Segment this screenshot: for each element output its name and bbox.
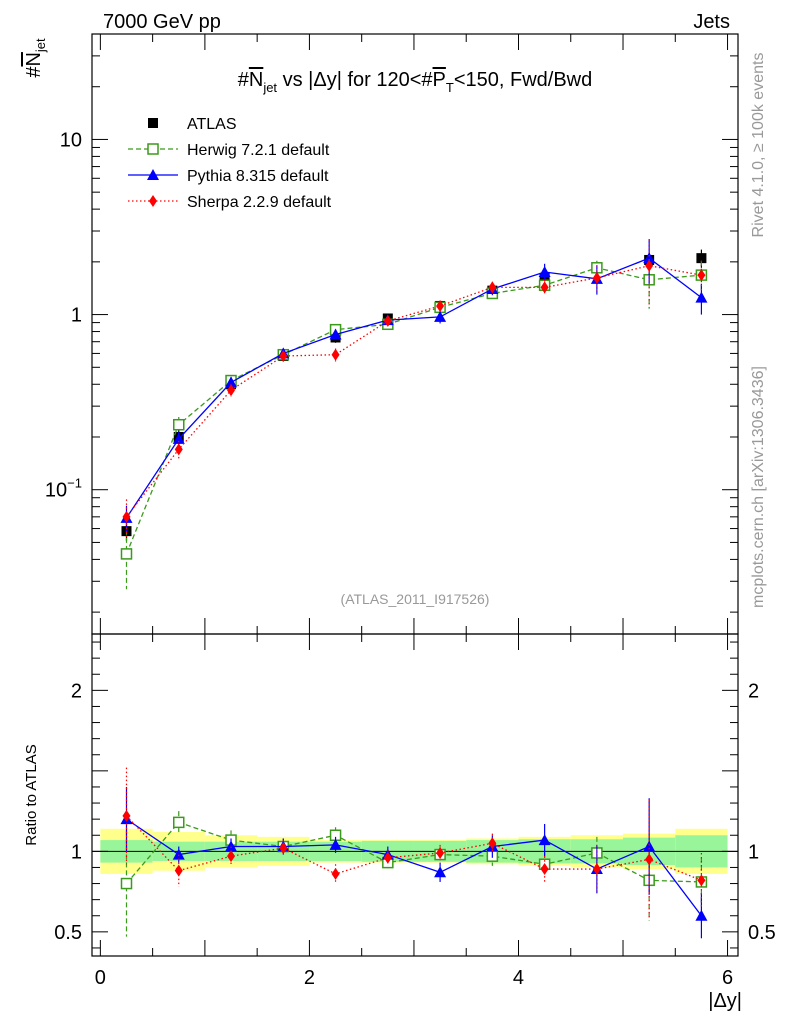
point-sherpa-7 [488,837,497,850]
legend-marker-atlas [148,118,158,128]
x-tick-label-2: 4 [513,967,524,989]
x-tick-label-1: 2 [304,967,315,989]
line-herwig [125,267,702,555]
main-ylabel: #Njet [23,38,48,78]
header-process: Jets [693,11,730,33]
point-sherpa-10 [645,259,654,272]
point-pythia-10 [643,840,656,852]
point-sherpa-2 [227,384,236,397]
x-axis-label: |Δy| [708,990,742,1012]
point-sherpa-3 [279,842,288,855]
legend-item-atlas: ATLAS [148,116,237,133]
point-sherpa-6 [436,299,445,312]
series-sherpa [122,239,706,540]
legend-marker-sherpa [149,195,157,207]
point-sherpa-1 [174,443,183,456]
point-pythia-1 [172,432,185,444]
point-sherpa-9 [592,271,601,284]
legend-item-pythia: Pythia 8.315 default [128,168,329,185]
series-atlas [121,249,707,541]
ratio-ylabel: Ratio to ATLAS [23,744,40,845]
y-tick-label-1: 1 [71,305,82,327]
y-tick-label-2: 0.5 [54,922,82,944]
point-sherpa-1 [174,864,183,877]
line-sherpa [125,265,702,518]
point-sherpa-5 [383,314,392,327]
y-tick-label-right-2: 0.5 [748,922,776,944]
ratio-x-ticks: 0 2 4 6 [95,634,733,989]
series-sherpa [122,767,706,919]
point-herwig-1 [173,418,185,431]
mcplots-label: mcplots.cern.ch [arXiv:1306.3436] [750,366,767,608]
point-herwig-1 [173,816,185,829]
legend-label-atlas: ATLAS [187,116,237,133]
series-herwig [120,811,708,937]
y-tick-label-0: 10 [60,129,82,151]
point-pythia-8 [538,266,551,278]
point-pythia-2 [225,840,238,852]
point-atlas-11 [696,253,707,264]
point-pythia-8 [538,834,551,846]
main-title: #Njet vs |Δy| for 120<#PT<150, Fwd/Bwd [238,69,593,95]
rivet-label: Rivet 4.1.0, ≥ 100k events [750,53,767,238]
point-pythia-4 [329,328,342,340]
point-sherpa-0 [122,510,131,523]
main-panel: 10 1 10−1 [45,33,739,635]
point-pythia-4 [329,838,342,850]
point-sherpa-11 [697,874,706,887]
y-tick-label-right-0: 2 [748,680,759,702]
line-sherpa [126,815,702,881]
point-pythia-1 [172,848,185,860]
x-tick-label-0: 0 [95,967,106,989]
point-sherpa-11 [697,269,706,282]
point-sherpa-4 [331,348,340,361]
ratio-panel: 2 2 1 1 0.5 0.5 0 2 4 6 [54,633,776,989]
point-sherpa-6 [436,846,445,859]
line-pythia [125,257,702,519]
line-herwig [126,821,702,884]
legend-label-herwig: Herwig 7.2.1 default [187,142,330,159]
legend-marker-herwig [147,143,159,155]
y-tick-label-2: 10−1 [45,476,82,502]
main-y-ticks: 10 1 10−1 [45,33,738,613]
point-herwig-0 [120,877,133,890]
legend-marker-pythia [147,169,159,180]
svg-text:#Njet: #Njet [23,38,48,78]
point-herwig-0 [120,548,133,560]
y-tick-label-0: 2 [71,680,82,702]
point-sherpa-0 [122,809,131,822]
point-pythia-11 [695,291,708,303]
point-sherpa-4 [331,867,340,880]
point-sherpa-7 [488,281,497,294]
ratio-frame [91,633,739,957]
main-x-ticks [99,34,729,634]
series-pythia [120,239,708,533]
point-pythia-6 [434,310,447,322]
analysis-watermark: (ATLAS_2011_I917526) [341,591,490,607]
point-pythia-2 [225,376,238,388]
point-pythia-10 [643,252,656,264]
legend: ATLAS Herwig 7.2.1 default Pythia 8.315 … [128,116,332,211]
legend-item-sherpa: Sherpa 2.2.9 default [128,194,332,211]
ratio-y-ticks: 2 2 1 1 0.5 0.5 [54,641,776,949]
x-tick-label-3: 6 [722,967,733,989]
point-sherpa-10 [645,853,654,866]
legend-item-herwig: Herwig 7.2.1 default [128,142,330,159]
point-pythia-11 [695,909,708,921]
point-sherpa-2 [227,850,236,863]
legend-label-pythia: Pythia 8.315 default [187,168,329,185]
legend-label-sherpa: Sherpa 2.2.9 default [187,194,332,211]
y-tick-label-right-1: 1 [748,841,759,863]
point-sherpa-8 [540,863,549,876]
series-herwig [120,258,708,590]
header-energy: 7000 GeV pp [103,11,221,33]
point-sherpa-8 [540,281,549,294]
point-pythia-6 [434,866,447,878]
point-sherpa-5 [383,851,392,864]
point-sherpa-9 [592,863,601,876]
point-sherpa-3 [279,350,288,363]
line-pythia [126,818,702,917]
y-tick-label-1: 1 [71,841,82,863]
